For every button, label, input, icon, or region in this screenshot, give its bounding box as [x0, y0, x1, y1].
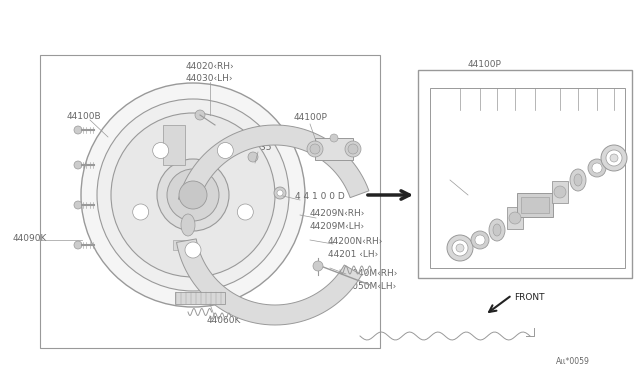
Circle shape [588, 159, 606, 177]
Circle shape [157, 159, 229, 231]
Circle shape [447, 235, 473, 261]
Circle shape [237, 204, 253, 220]
Text: FRONT: FRONT [514, 293, 545, 302]
Circle shape [452, 240, 468, 256]
Circle shape [111, 113, 275, 277]
Circle shape [132, 204, 148, 220]
Text: 44128: 44128 [434, 173, 462, 182]
Circle shape [475, 235, 485, 245]
Polygon shape [177, 239, 362, 325]
Circle shape [554, 186, 566, 198]
Bar [418, 70, 632, 278]
Circle shape [348, 144, 358, 154]
Circle shape [74, 201, 82, 209]
Circle shape [97, 99, 289, 291]
Ellipse shape [570, 169, 586, 191]
Circle shape [74, 126, 82, 134]
Text: 44100P: 44100P [294, 113, 328, 122]
Circle shape [592, 163, 602, 173]
Circle shape [610, 154, 618, 162]
Bar [315, 138, 353, 160]
Ellipse shape [489, 219, 505, 241]
Circle shape [248, 152, 258, 162]
Circle shape [313, 261, 323, 271]
Ellipse shape [574, 174, 582, 186]
Text: 44060K: 44060K [207, 316, 241, 325]
Bar [40, 55, 380, 348]
Text: 44100B: 44100B [67, 112, 102, 121]
Text: 4 4 1 0 0 D: 4 4 1 0 0 D [295, 192, 345, 201]
Circle shape [456, 244, 464, 252]
Text: 44209N‹RH›: 44209N‹RH› [310, 209, 365, 218]
Text: 44050M‹LH›: 44050M‹LH› [342, 282, 397, 291]
Bar [521, 197, 549, 213]
Circle shape [277, 190, 283, 196]
Text: 44090K: 44090K [13, 234, 47, 243]
Bar [552, 181, 568, 203]
Circle shape [74, 161, 82, 169]
Circle shape [195, 110, 205, 120]
Circle shape [307, 141, 323, 157]
Text: 44201 ‹LH›: 44201 ‹LH› [328, 250, 378, 259]
Circle shape [74, 241, 82, 249]
Circle shape [274, 187, 286, 199]
Bar [175, 292, 225, 304]
Circle shape [310, 144, 320, 154]
Circle shape [509, 212, 521, 224]
Bar [507, 207, 523, 229]
Text: 44100K: 44100K [472, 77, 506, 86]
Text: 44209M‹LH›: 44209M‹LH› [310, 222, 365, 231]
Circle shape [81, 83, 305, 307]
Bar [430, 88, 625, 268]
Circle shape [153, 142, 169, 158]
Text: 44030‹LH›: 44030‹LH› [186, 74, 234, 83]
Bar [173, 240, 188, 250]
Bar [517, 193, 553, 217]
Ellipse shape [181, 214, 195, 236]
Circle shape [601, 145, 627, 171]
Text: 44135: 44135 [244, 143, 273, 152]
Circle shape [606, 150, 622, 166]
Bar [163, 125, 185, 165]
Circle shape [179, 181, 207, 209]
Text: Aιι*0059: Aιι*0059 [556, 357, 590, 366]
Text: 44100P: 44100P [468, 60, 502, 69]
Text: 44020‹RH›: 44020‹RH› [186, 62, 235, 71]
Circle shape [330, 134, 338, 142]
Circle shape [471, 231, 489, 249]
Circle shape [167, 169, 219, 221]
Circle shape [345, 141, 361, 157]
Text: 44040M‹RH›: 44040M‹RH› [342, 269, 398, 278]
Text: 44200N‹RH›: 44200N‹RH› [328, 237, 383, 246]
Ellipse shape [493, 224, 501, 236]
Circle shape [218, 142, 234, 158]
Circle shape [185, 242, 201, 258]
Polygon shape [179, 125, 369, 204]
